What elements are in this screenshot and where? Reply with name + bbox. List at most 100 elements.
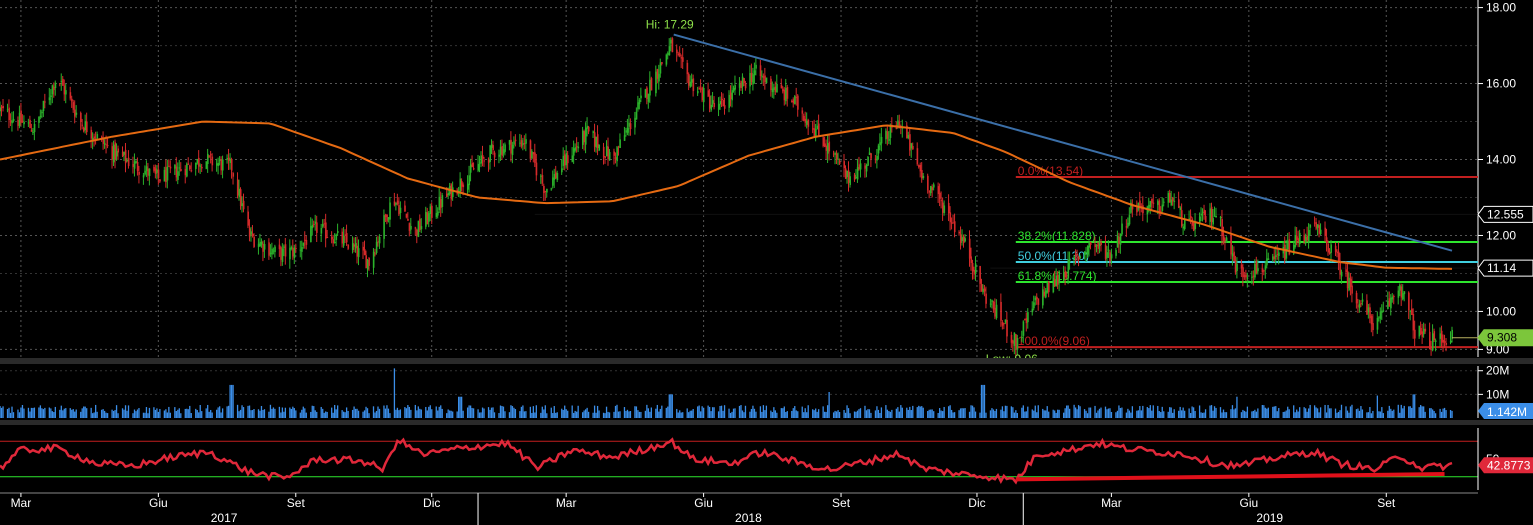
volume-bar <box>1116 410 1119 418</box>
candle-body <box>126 160 128 162</box>
volume-bar <box>895 408 897 418</box>
candle-body <box>625 130 627 133</box>
volume-bar <box>1284 411 1286 418</box>
candle-body <box>459 178 462 193</box>
candle-body <box>165 167 167 183</box>
volume-bar <box>1428 408 1431 418</box>
candle-body <box>50 95 52 98</box>
candle-body <box>1148 204 1150 210</box>
candle-body <box>514 139 517 142</box>
candle-body <box>326 237 329 239</box>
candle-body <box>1372 323 1374 331</box>
candle-body <box>1088 242 1090 248</box>
candle-body <box>1412 313 1415 331</box>
candle-body <box>1434 340 1437 342</box>
x-month-label: Giu <box>149 496 168 510</box>
candle-body <box>1128 215 1131 225</box>
volume-bar <box>1158 411 1160 418</box>
candle-body <box>656 69 659 79</box>
volume-bar <box>1131 406 1134 418</box>
volume-bar <box>102 409 104 418</box>
candle-body <box>8 107 10 121</box>
candle-body <box>153 166 155 171</box>
candle-body <box>838 161 841 164</box>
volume-bar <box>918 405 920 418</box>
candle-body <box>1015 334 1017 350</box>
volume-bar <box>510 405 512 418</box>
candle-body <box>154 168 157 174</box>
candle-body <box>115 150 118 157</box>
volume-bar <box>992 409 995 418</box>
volume-bar <box>812 409 814 418</box>
price-tag <box>1477 329 1533 347</box>
candle-body <box>1319 229 1322 235</box>
candle-body <box>207 153 209 165</box>
candle-body <box>613 151 615 156</box>
candle-body <box>114 142 117 160</box>
volume-bar <box>668 394 670 418</box>
candle-body <box>519 142 521 144</box>
moving-average-line <box>0 120 1453 270</box>
candle-body <box>184 169 187 176</box>
volume-bar <box>656 404 658 418</box>
volume-bar <box>973 407 975 418</box>
candle-body <box>1379 311 1382 319</box>
volume-bar <box>835 411 838 418</box>
candle-body <box>865 164 868 172</box>
volume-bar <box>326 411 328 418</box>
volume-bar <box>1074 407 1077 418</box>
candle-body <box>638 99 641 105</box>
volume-bar <box>499 405 502 418</box>
candle-body <box>1388 298 1391 307</box>
candle-body <box>1094 244 1096 248</box>
volume-bar <box>629 411 632 418</box>
candle-body <box>1325 237 1328 243</box>
volume-bar <box>823 411 826 418</box>
volume-bar <box>1316 408 1319 418</box>
volume-bar <box>1236 396 1238 418</box>
candle-body <box>983 288 986 292</box>
candle-body <box>90 129 93 139</box>
x-month-label: Dic <box>968 496 985 510</box>
volume-bar <box>853 411 856 418</box>
volume-bar <box>280 412 282 418</box>
candle-body <box>1037 298 1040 305</box>
volume-bar <box>1367 412 1370 418</box>
candle-body <box>157 169 160 179</box>
volume-bar <box>943 406 945 418</box>
volume-bar <box>607 411 609 418</box>
candle-body <box>1074 254 1077 256</box>
volume-bar <box>251 410 254 418</box>
candle-body <box>702 87 705 103</box>
candle-body <box>9 120 12 123</box>
volume-bar <box>529 406 532 418</box>
candle-body <box>888 138 890 141</box>
volume-bar <box>447 409 449 418</box>
candle-body <box>1307 230 1310 243</box>
volume-bar <box>1340 404 1343 418</box>
candle-body <box>1328 251 1331 254</box>
candle-body <box>1089 241 1092 245</box>
candle-body <box>168 165 170 167</box>
volume-bar <box>1349 406 1352 418</box>
candle-body <box>544 191 547 193</box>
volume-bar <box>216 409 218 418</box>
volume-bar <box>354 408 357 418</box>
volume-bar <box>1449 409 1452 418</box>
candle-body <box>1224 239 1226 242</box>
candle-body <box>42 100 45 111</box>
candle-body <box>384 214 387 218</box>
volume-bar <box>1119 408 1122 418</box>
volume-bar <box>1330 408 1332 418</box>
candle-body <box>11 120 13 124</box>
volume-bar <box>1201 412 1204 418</box>
candle-body <box>619 139 621 148</box>
candle-body <box>211 156 214 166</box>
volume-bar <box>1022 405 1024 418</box>
volume-bar <box>1215 407 1217 418</box>
candle-body <box>844 168 847 179</box>
volume-bar <box>365 406 367 418</box>
candle-body <box>868 152 871 155</box>
candle-body <box>1336 251 1338 254</box>
volume-bar <box>1381 407 1383 418</box>
